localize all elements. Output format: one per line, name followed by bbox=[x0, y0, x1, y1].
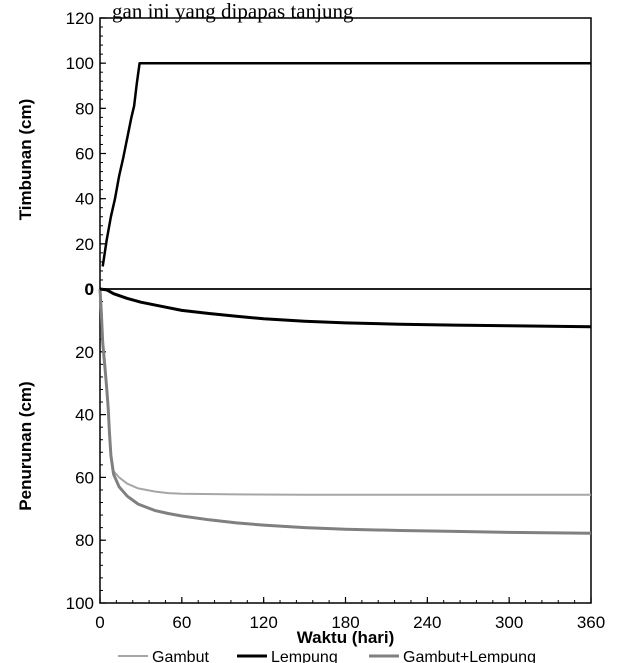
x-tick-label: 240 bbox=[413, 613, 441, 632]
top-y-axis-label: Timbunan (cm) bbox=[16, 99, 35, 221]
x-tick-label: 120 bbox=[249, 613, 277, 632]
legend-label: Gambut bbox=[152, 649, 209, 663]
legend: Gambut Lempung Gambut+Lempung bbox=[118, 649, 536, 663]
top-y-tick-label: 120 bbox=[66, 9, 94, 28]
embankment-panel: 0 20 40 60 80 100 120 Timbunan (cm) bbox=[16, 9, 592, 299]
bottom-plot-frame bbox=[99, 288, 592, 604]
bottom-y-tick-label: 100 bbox=[66, 594, 94, 613]
bottom-y-tick-label: 40 bbox=[75, 406, 94, 425]
series-line-gambut bbox=[99, 288, 591, 496]
series-line-lempung bbox=[99, 287, 592, 329]
bottom-y-tick-label: 0 bbox=[85, 280, 94, 299]
bottom-y-tick-label: 60 bbox=[75, 468, 94, 487]
bottom-y-tick-label: 20 bbox=[75, 343, 94, 362]
top-y-tick-label: 100 bbox=[66, 54, 94, 73]
x-tick-label: 360 bbox=[577, 613, 605, 632]
bottom-y-tick-label: 80 bbox=[75, 531, 94, 550]
x-tick-label: 60 bbox=[172, 613, 191, 632]
series-line-gambut-lempung bbox=[98, 288, 592, 535]
top-plot-frame bbox=[99, 17, 592, 290]
x-tick-label: 180 bbox=[331, 613, 359, 632]
legend-label: Lempung bbox=[271, 649, 338, 663]
bottom-y-axis-label: Penurunan (cm) bbox=[16, 381, 35, 510]
top-y-tick-label: 40 bbox=[75, 190, 94, 209]
top-y-tick-label: 0 bbox=[85, 280, 94, 299]
x-tick-label: 300 bbox=[495, 613, 523, 632]
top-y-tick-label: 20 bbox=[75, 235, 94, 254]
x-tick-label: 0 bbox=[95, 613, 104, 632]
x-axis-label: Waktu (hari) bbox=[297, 628, 395, 647]
series-line-timbunan bbox=[101, 61, 591, 267]
top-y-tick-label: 60 bbox=[75, 145, 94, 164]
caption-fragment: gan ini yang dipapas tanjung bbox=[112, 0, 354, 23]
legend-label: Gambut+Lempung bbox=[403, 649, 536, 663]
top-y-tick-label: 80 bbox=[75, 99, 94, 118]
